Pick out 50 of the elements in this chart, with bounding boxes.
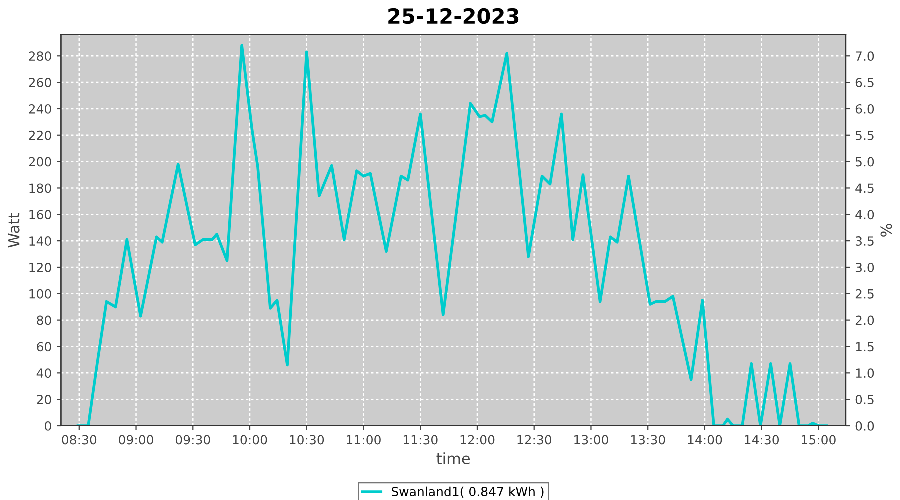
y-tick-label: 120 — [30, 262, 52, 272]
legend-label: Swanland1( 0.847 kWh ) — [392, 486, 544, 498]
x-tick-label: 12:30 — [518, 435, 552, 445]
y2-tick-label: 3.0 — [856, 262, 874, 272]
y-tick-label: 140 — [30, 236, 52, 246]
y2-tick-label: 4.5 — [856, 184, 874, 194]
y2-axis-title: % — [880, 224, 892, 237]
y-tick-label: 240 — [29, 104, 52, 114]
x-tick-label: 13:00 — [574, 435, 608, 445]
y2-tick-label: 7.0 — [856, 52, 874, 62]
y-tick-label: 280 — [29, 52, 52, 62]
line-series — [76, 44, 828, 426]
y2-tick-label: 6.5 — [856, 78, 874, 88]
y-tick-label: 160 — [30, 210, 52, 220]
x-tick-label: 14:00 — [688, 435, 722, 445]
y2-tick-label: 2.0 — [856, 316, 874, 326]
y2-tick-label: 0.0 — [856, 421, 874, 431]
y-tick-label: 80 — [37, 316, 52, 326]
y-tick-label: 0 — [45, 421, 52, 431]
y2-tick-label: 6.0 — [856, 104, 874, 114]
y-tick-label: 260 — [29, 78, 52, 88]
x-tick-label: 11:00 — [347, 435, 381, 445]
y-tick-label: 60 — [37, 342, 52, 352]
x-tick-label: 08:30 — [62, 435, 97, 445]
y2-tick-label: 4.0 — [856, 210, 874, 220]
y-tick-label: 40 — [36, 368, 52, 378]
x-tick-label: 09:30 — [176, 435, 210, 445]
x-tick-label: 14:30 — [745, 435, 780, 445]
y-tick-label: 20 — [37, 395, 52, 405]
x-tick-label: 15:00 — [802, 435, 836, 445]
x-axis-title: time — [436, 452, 470, 465]
x-tick-label: 09:00 — [119, 435, 154, 445]
x-tick-label: 10:30 — [290, 435, 324, 445]
y2-tick-label: 5.5 — [856, 131, 874, 140]
y2-tick-label: 3.5 — [856, 236, 874, 246]
y2-tick-label: 1.0 — [856, 368, 874, 378]
x-tick-label: 11:30 — [404, 435, 438, 445]
y-tick-label: 200 — [29, 157, 52, 167]
y2-tick-label: 1.5 — [856, 342, 874, 352]
y-tick-label: 100 — [30, 289, 52, 299]
y-tick-label: 180 — [30, 184, 52, 194]
y2-tick-label: 2.5 — [856, 289, 874, 299]
x-tick-label: 12:00 — [460, 435, 495, 445]
chart-title: 25-12-2023 — [388, 8, 519, 24]
y2-tick-label: 5.0 — [856, 157, 874, 167]
x-tick-label: 10:00 — [233, 435, 268, 445]
y-axis-title: Watt — [8, 213, 20, 248]
y2-tick-label: 0.5 — [856, 395, 874, 405]
y-tick-label: 220 — [29, 130, 52, 140]
x-tick-label: 13:30 — [631, 435, 666, 445]
